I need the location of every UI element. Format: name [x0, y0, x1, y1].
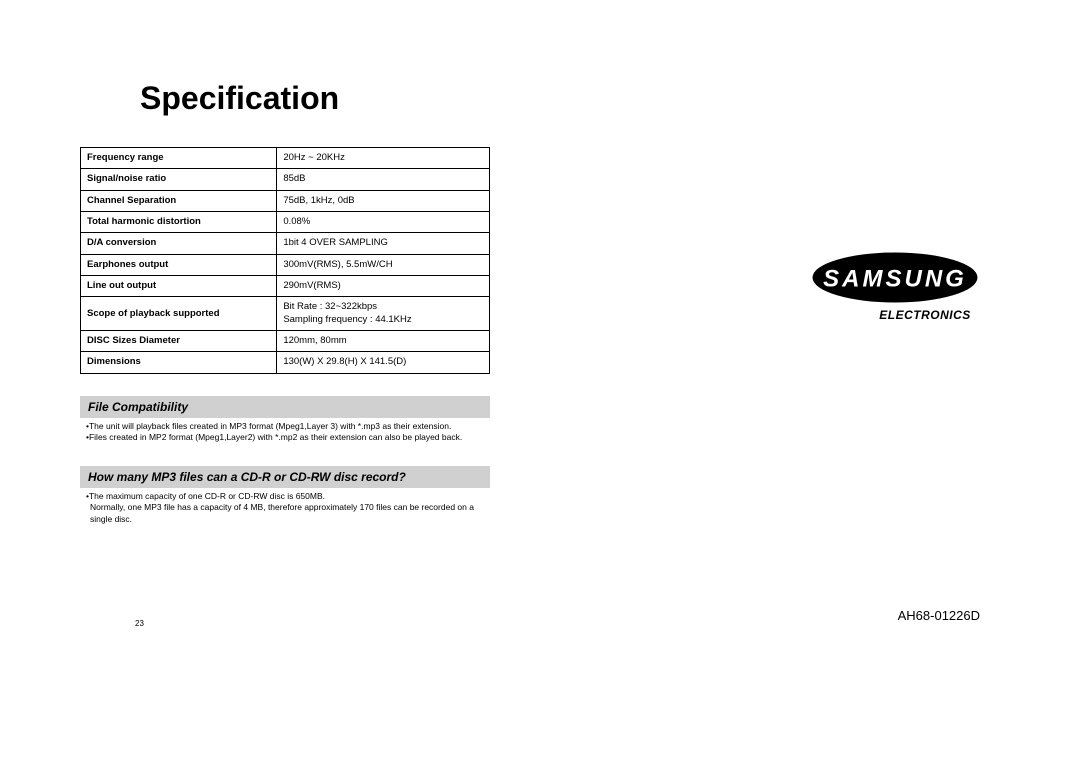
table-row: Dimensions130(W) X 29.8(H) X 141.5(D) [81, 352, 490, 373]
spec-label: DISC Sizes Diameter [81, 331, 277, 352]
left-page: Specification Frequency range20Hz ~ 20KH… [0, 0, 540, 763]
brand-subtitle: ELECTRONICS [810, 308, 980, 322]
table-row: DISC Sizes Diameter120mm, 80mm [81, 331, 490, 352]
table-row: Signal/noise ratio85dB [81, 169, 490, 190]
section1-notes: •The unit will playback files created in… [80, 421, 490, 444]
spec-label: Frequency range [81, 148, 277, 169]
spec-label: Signal/noise ratio [81, 169, 277, 190]
section2-header: How many MP3 files can a CD-R or CD-RW d… [80, 466, 490, 488]
page-container: Specification Frequency range20Hz ~ 20KH… [0, 0, 1080, 763]
note-line: Normally, one MP3 file has a capacity of… [82, 502, 490, 525]
spec-label: Line out output [81, 276, 277, 297]
spec-value: Bit Rate : 32~322kbpsSampling frequency … [277, 297, 490, 331]
spec-value: 120mm, 80mm [277, 331, 490, 352]
spec-value: 85dB [277, 169, 490, 190]
spec-value: 1bit 4 OVER SAMPLING [277, 233, 490, 254]
spec-value: 20Hz ~ 20KHz [277, 148, 490, 169]
spec-label: Earphones output [81, 254, 277, 275]
spec-value: 300mV(RMS), 5.5mW/CH [277, 254, 490, 275]
spec-label: Total harmonic distortion [81, 212, 277, 233]
page-title: Specification [140, 80, 490, 117]
spec-label: Channel Separation [81, 190, 277, 211]
table-row: Line out output290mV(RMS) [81, 276, 490, 297]
spec-label: Scope of playback supported [81, 297, 277, 331]
right-page: SAMSUNG ELECTRONICS AH68-01226D [540, 0, 1080, 763]
page-number: 23 [135, 619, 405, 628]
brand-area: SAMSUNG ELECTRONICS [810, 250, 980, 322]
spec-label: Dimensions [81, 352, 277, 373]
table-row: Earphones output300mV(RMS), 5.5mW/CH [81, 254, 490, 275]
spec-value: 290mV(RMS) [277, 276, 490, 297]
note-line: •Files created in MP2 format (Mpeg1,Laye… [82, 432, 490, 443]
spec-value: 0.08% [277, 212, 490, 233]
table-row: Total harmonic distortion0.08% [81, 212, 490, 233]
spec-value: 130(W) X 29.8(H) X 141.5(D) [277, 352, 490, 373]
model-number: AH68-01226D [898, 608, 980, 623]
note-line: •The unit will playback files created in… [82, 421, 490, 432]
section1-header: File Compatibility [80, 396, 490, 418]
spec-table: Frequency range20Hz ~ 20KHzSignal/noise … [80, 147, 490, 374]
samsung-logo-icon: SAMSUNG [810, 250, 980, 305]
spec-table-body: Frequency range20Hz ~ 20KHzSignal/noise … [81, 148, 490, 374]
note-line: •The maximum capacity of one CD-R or CD-… [82, 491, 490, 502]
table-row: Channel Separation75dB, 1kHz, 0dB [81, 190, 490, 211]
table-row: Scope of playback supportedBit Rate : 32… [81, 297, 490, 331]
brand-name-text: SAMSUNG [823, 266, 967, 293]
spec-label: D/A conversion [81, 233, 277, 254]
table-row: Frequency range20Hz ~ 20KHz [81, 148, 490, 169]
section2-notes: •The maximum capacity of one CD-R or CD-… [80, 491, 490, 525]
spec-value: 75dB, 1kHz, 0dB [277, 190, 490, 211]
table-row: D/A conversion1bit 4 OVER SAMPLING [81, 233, 490, 254]
